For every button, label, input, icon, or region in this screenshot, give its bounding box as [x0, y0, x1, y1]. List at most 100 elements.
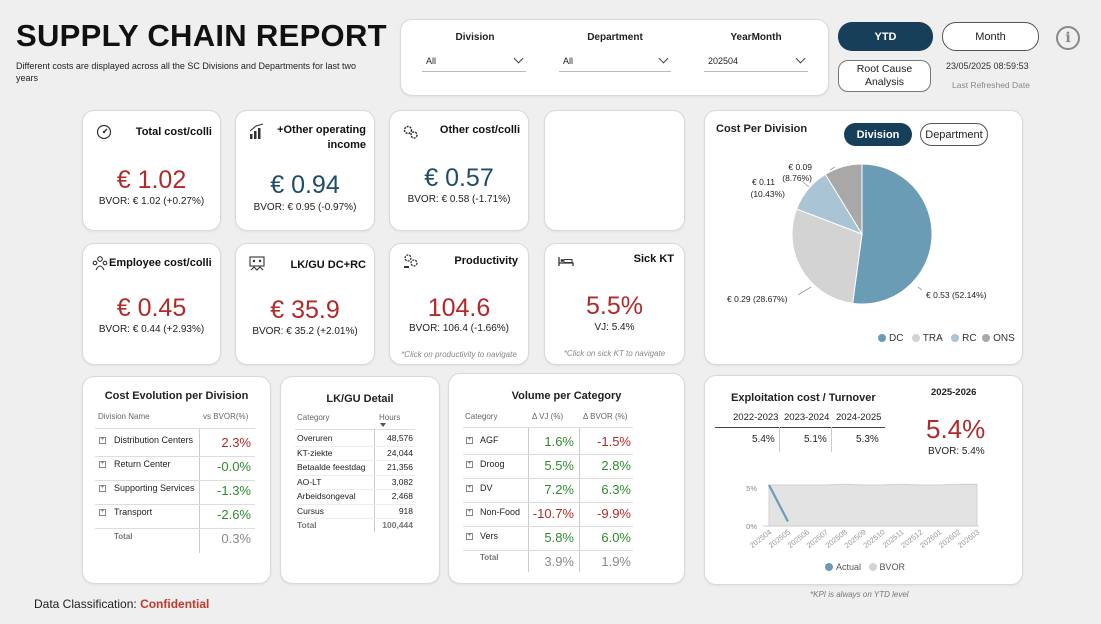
department-toggle-button[interactable]: Department [920, 123, 988, 146]
lkgu-detail-title: LK/GU Detail [326, 393, 394, 405]
row-value: 21,356 [387, 462, 413, 472]
kpi-total-cost[interactable]: Total cost/colli € 1.02 BVOR: € 1.02 (+0… [82, 110, 221, 231]
expand-icon[interactable]: + [466, 533, 473, 540]
total-vj: 3.9% [544, 554, 574, 569]
kpi-title: Sick KT [633, 253, 674, 265]
pie-label-rc-value: € 0.11 [751, 177, 775, 187]
expand-icon[interactable]: + [99, 437, 106, 444]
kpi-bvor: BVOR: € 0.95 (-0.97%) [253, 202, 357, 213]
yearmonth-filter-label: YearMonth [730, 32, 782, 43]
divider [295, 460, 415, 461]
kpi-bvor: BVOR: € 0.58 (-1.71%) [407, 194, 511, 205]
refresh-label: Last Refreshed Date [952, 80, 1030, 90]
area-chart[interactable]: 5%0%202504202505202506202507202508202509… [705, 376, 1024, 586]
divider [95, 504, 255, 505]
legend-item-actual[interactable]: Actual [825, 562, 861, 572]
row-value: 918 [398, 505, 413, 516]
division-filter[interactable]: All [422, 52, 526, 72]
column-header-vs-bvor[interactable]: vs BVOR(%) [203, 412, 249, 421]
year-value: 5.4% [752, 434, 775, 445]
legend-swatch [911, 334, 920, 342]
kpi-employee-cost[interactable]: Employee cost/colli € 0.45 BVOR: € 0.44 … [82, 243, 221, 365]
month-button[interactable]: Month [942, 22, 1039, 51]
divider [295, 518, 415, 519]
row-vj-value: 5.5% [544, 458, 574, 473]
divider [95, 480, 255, 481]
cost-evolution-card: Cost Evolution per Division Division Nam… [82, 376, 271, 584]
legend-item-dc[interactable]: DC [878, 333, 903, 344]
y-tick-label: 0% [746, 522, 757, 531]
year-value: 5.3% [856, 434, 879, 445]
divider [463, 454, 633, 455]
row-label: DV [480, 483, 493, 493]
expand-icon[interactable]: + [466, 485, 473, 492]
row-label: Return Center [114, 459, 171, 469]
row-value: 48,576 [387, 433, 413, 443]
column-header-bvor[interactable]: Δ BVOR (%) [583, 412, 628, 421]
divider [528, 428, 529, 572]
sort-desc-icon[interactable] [380, 423, 386, 427]
bar-chart-icon [249, 123, 264, 139]
column-header-category[interactable]: Category [297, 413, 330, 422]
kpi-value: € 0.45 [116, 294, 187, 322]
expand-icon[interactable]: + [466, 437, 473, 444]
expand-icon[interactable]: + [466, 509, 473, 516]
kpi-sick-kt[interactable]: Sick KT 5.5% VJ: 5.4% *Click on sick KT … [544, 243, 685, 365]
department-filter-value: All [563, 56, 574, 66]
gears-icon [403, 125, 418, 139]
column-header-hours[interactable]: Hours [379, 413, 401, 422]
column-header-division[interactable]: Division Name [98, 412, 150, 421]
row-bvor-value: 6.3% [601, 482, 631, 497]
pie-slice-tra[interactable] [791, 208, 863, 304]
row-value: -1.3% [217, 483, 251, 498]
division-toggle-button[interactable]: Division [844, 123, 912, 146]
data-classification-value: Confidential [140, 597, 210, 611]
legend-item-rc[interactable]: RC [951, 333, 977, 344]
y-tick-label: 5% [746, 484, 757, 493]
column-header-vj[interactable]: Δ VJ (%) [532, 412, 564, 421]
ytd-button[interactable]: YTD [838, 22, 933, 51]
expand-icon[interactable]: + [466, 461, 473, 468]
legend-item-bvor[interactable]: BVOR [868, 562, 905, 572]
sick-navigate-note[interactable]: *Click on sick KT to navigate [563, 349, 666, 358]
kpi-other-operating-income[interactable]: +Other operating income € 0.94 BVOR: € 0… [235, 110, 375, 231]
exploitation-card: Exploitation cost / Turnover 2022-2023 2… [704, 375, 1023, 585]
row-label: KT-ziekte [297, 447, 333, 458]
pie-title: Cost Per Division [716, 123, 808, 135]
legend-item-tra[interactable]: TRA [911, 333, 943, 344]
root-cause-analysis-button[interactable]: Root Cause Analysis [838, 60, 931, 92]
calendar-people-icon [249, 256, 265, 271]
series-bvor-area[interactable] [768, 483, 978, 527]
kpi-lkgu[interactable]: LK/GU DC+RC € 35.9 BVOR: € 35.2 (+2.01%) [235, 243, 375, 365]
info-icon[interactable]: i [1056, 26, 1080, 50]
kpi-productivity[interactable]: Productivity 104.6 BVOR: 106.4 (-1.66%) … [389, 243, 529, 365]
row-label: Vers [480, 531, 499, 541]
gauge-icon [96, 124, 112, 140]
pie-leader-line [801, 180, 810, 188]
pie-slice-dc[interactable] [852, 163, 933, 305]
kpi-other-cost[interactable]: Other cost/colli € 0.57 BVOR: € 0.58 (-1… [389, 110, 529, 231]
legend-item-ons[interactable]: ONS [982, 333, 1015, 344]
column-header-category[interactable]: Category [465, 412, 498, 421]
pie-slice-ons[interactable] [824, 163, 863, 236]
yearmonth-filter[interactable]: 202504 [704, 52, 808, 72]
row-bvor-value: 2.8% [601, 458, 631, 473]
bed-icon [558, 257, 574, 266]
divider [463, 526, 633, 527]
year-value: 5.1% [804, 434, 827, 445]
divider [95, 456, 255, 457]
department-filter[interactable]: All [559, 52, 671, 72]
people-icon [92, 256, 108, 271]
pie-chart[interactable] [705, 111, 1024, 366]
divider [295, 489, 415, 490]
productivity-navigate-note[interactable]: *Click on productivity to navigate [401, 350, 517, 359]
row-vj-value: 7.2% [544, 482, 574, 497]
expand-icon[interactable]: + [99, 485, 106, 492]
row-value: 24,044 [387, 447, 413, 458]
pie-label-rc-pct: (10.43%) [750, 189, 786, 199]
expand-icon[interactable]: + [99, 461, 106, 468]
data-classification-label: Data Classification: [34, 597, 137, 611]
series-actual-line[interactable] [768, 484, 789, 522]
expand-icon[interactable]: + [99, 509, 106, 516]
divider [295, 429, 415, 430]
